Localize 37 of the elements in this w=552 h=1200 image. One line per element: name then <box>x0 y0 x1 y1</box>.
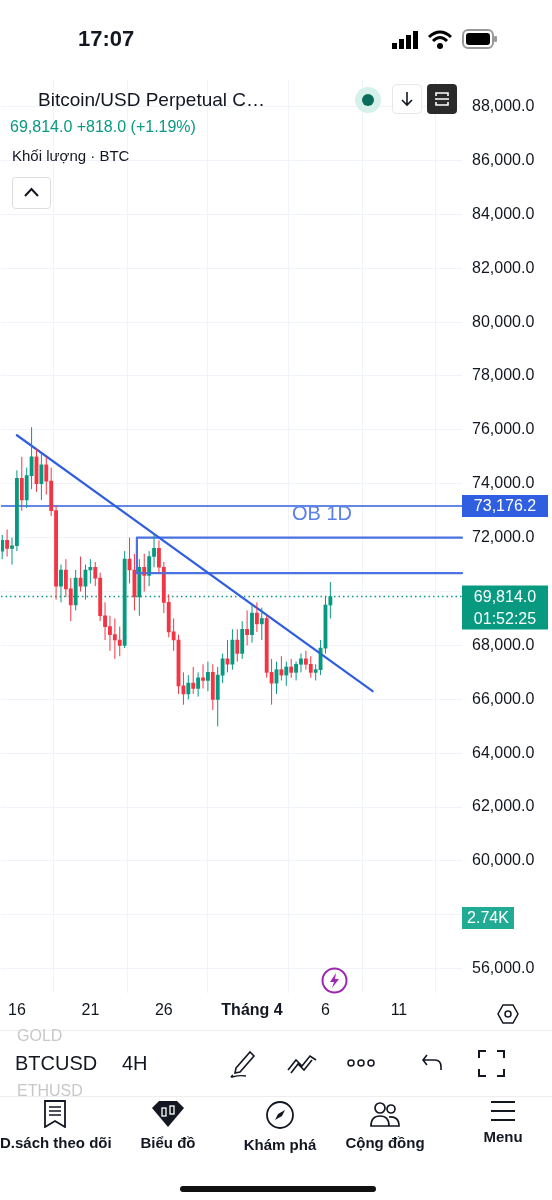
annotation: OB 1D <box>292 502 353 525</box>
y-tick-label: 82,000.0 <box>472 258 535 276</box>
text: Cộng đồng <box>345 1134 425 1151</box>
x-tick-label: 21 <box>81 1001 100 1019</box>
text: Bitcoin/USD Perpetual C… <box>38 89 266 111</box>
x-tick-label: 16 <box>8 1001 26 1019</box>
x-tick-label: 6 <box>321 1001 331 1019</box>
y-tick-label: 74,000.0 <box>472 474 535 492</box>
text: 17:07 <box>78 26 135 52</box>
text: 01:52:25 <box>473 609 537 627</box>
x-tick-label: 26 <box>154 1001 173 1019</box>
y-tick-label: 84,000.0 <box>472 204 535 222</box>
y-tick-label: 68,000.0 <box>472 635 535 653</box>
text: Khám phá <box>243 1136 317 1153</box>
text: Menu <box>483 1128 523 1145</box>
ref-line-label: 69,814.0 <box>473 587 537 605</box>
ref-line-label: 73,176.2 <box>473 497 537 515</box>
y-tick-label: 64,000.0 <box>472 743 535 761</box>
y-tick-label: 78,000.0 <box>472 366 535 384</box>
y-tick-label: 66,000.0 <box>472 689 535 707</box>
text: BTCUSD <box>15 1052 98 1075</box>
x-tick-label: Tháng 4 <box>221 1001 283 1019</box>
y-tick-label: 72,000.0 <box>472 528 535 546</box>
y-tick-label: 60,000.0 <box>472 851 535 869</box>
y-tick-label: 80,000.0 <box>472 312 535 330</box>
x-tick-label: 11 <box>390 1001 408 1019</box>
text: 2.74K <box>462 907 514 929</box>
y-tick-label: 76,000.0 <box>472 420 535 438</box>
text: 4H <box>122 1052 148 1075</box>
text: Biểu đồ <box>140 1134 196 1151</box>
y-tick-label: 88,000.0 <box>472 96 535 114</box>
text: D.sách theo dõi <box>0 1134 112 1151</box>
y-tick-label: 56,000.0 <box>472 959 535 977</box>
y-tick-label: 86,000.0 <box>472 150 535 168</box>
annotation: Khối lượng · BTC <box>12 147 130 164</box>
y-tick-label: 62,000.0 <box>472 797 535 815</box>
text: 69,814.0 +818.0 (+1.19%) <box>10 118 196 136</box>
